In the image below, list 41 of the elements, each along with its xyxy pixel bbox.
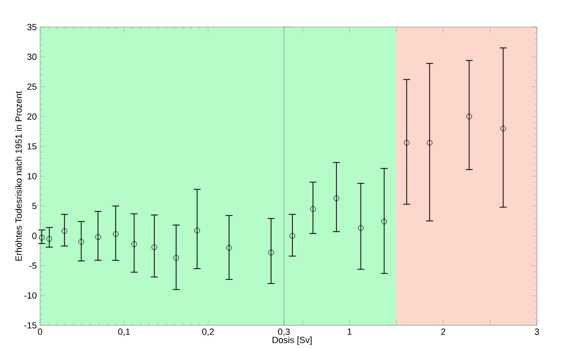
point [268, 250, 274, 256]
y-tick-label: 15 [28, 143, 37, 150]
y-tick-label: -15 [24, 322, 37, 328]
point [358, 225, 364, 231]
point [112, 231, 119, 237]
point [226, 244, 232, 251]
point [151, 244, 158, 250]
x-tick-label: 3 [534, 328, 540, 335]
point [46, 236, 52, 242]
x-tick-label: 0 [38, 328, 42, 335]
x-tick-label: 2 [441, 328, 446, 335]
point [38, 234, 45, 240]
point [334, 195, 340, 202]
y-tick-label: -10 [24, 292, 37, 299]
y-tick-label: 25 [27, 84, 37, 90]
x-tick-label: 0,1 [118, 328, 130, 336]
x-tick-label: 1 [348, 328, 352, 335]
x-axis-title: Dosis [Sv] [272, 336, 312, 345]
x-tick-label: 0,3 [278, 328, 290, 336]
point [381, 218, 388, 224]
point [500, 126, 506, 132]
point [194, 228, 200, 234]
point [78, 238, 84, 245]
y-tick-label: 10 [28, 173, 37, 180]
y-tick-label: 20 [27, 113, 37, 120]
point [426, 140, 432, 146]
point [310, 206, 316, 212]
point [62, 228, 68, 234]
point [466, 114, 472, 120]
point [95, 234, 101, 240]
y-tick-label: 5 [32, 202, 37, 210]
point [290, 232, 296, 239]
y-tick-label: -5 [29, 262, 37, 269]
x-tick-label: 0,2 [202, 328, 214, 336]
point [173, 255, 179, 261]
y-axis-title: Erhöhtes Todesrisiko nach 1951 in Prozent [15, 91, 22, 261]
y-tick-label: 35 [27, 24, 37, 30]
point [131, 241, 137, 248]
y-tick-label: 30 [27, 54, 37, 60]
y-tick-label: 0 [32, 232, 37, 240]
point [404, 140, 410, 146]
